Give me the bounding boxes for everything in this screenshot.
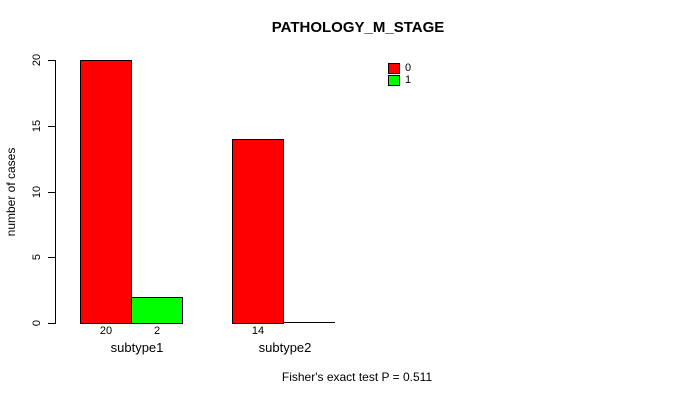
y-tick [48,323,55,324]
category-label-subtype2: subtype2 [258,340,312,355]
y-tick [48,192,55,193]
bar-subtype1-series-0 [80,60,132,324]
y-tick-label: 20 [31,53,43,67]
legend-label: 1 [405,74,412,86]
bar-subtype1-series-1 [131,297,183,324]
bar-value-label: 14 [251,325,265,337]
legend-swatch-icon [388,74,400,86]
y-tick-label: 10 [31,185,43,199]
bar-value-label: 20 [99,325,113,337]
legend-label: 0 [405,62,412,74]
bar-value-label: 2 [153,325,161,337]
legend-entry-1: 1 [388,74,411,86]
y-tick [48,257,55,258]
category-label-subtype1: subtype1 [110,340,164,355]
zero-bar-subtype2-series-1 [283,322,335,323]
bar-subtype2-series-0 [232,139,284,324]
legend-swatch-icon [388,62,400,74]
y-tick-label: 0 [31,319,43,327]
y-tick-label: 15 [31,119,43,133]
y-tick [48,60,55,61]
legend-entry-0: 0 [388,62,411,74]
chart-title: PATHOLOGY_M_STAGE [271,19,445,36]
y-tick [48,126,55,127]
fisher-test-annotation: Fisher's exact test P = 0.511 [281,370,433,384]
y-axis-line [55,60,56,324]
y-tick-label: 5 [31,253,43,261]
